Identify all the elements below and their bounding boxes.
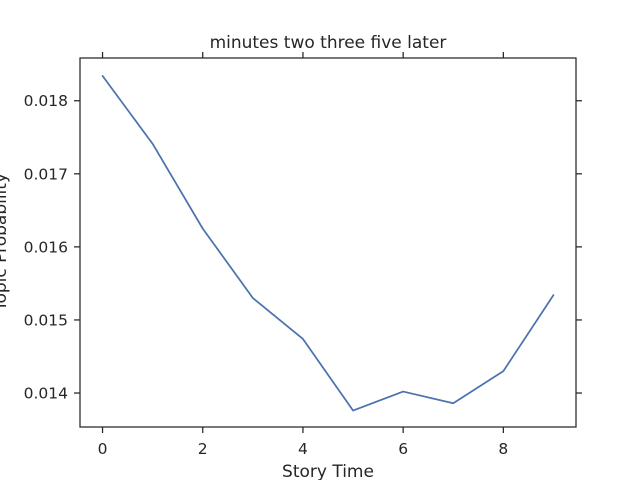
y-tick-label: 0.016 (24, 238, 68, 256)
plot-frame (79, 57, 577, 428)
x-tick-label: 4 (298, 440, 308, 458)
series-line (101, 75, 555, 412)
x-tick-label: 0 (98, 440, 108, 458)
y-tick-label: 0.014 (24, 385, 68, 403)
y-tick-label: 0.018 (24, 92, 68, 110)
x-tick-label: 8 (498, 440, 508, 458)
x-tick-label: 2 (198, 440, 208, 458)
series-layer (101, 75, 555, 412)
y-tick-label: 0.017 (24, 165, 68, 183)
ticks-layer: 0 2 4 6 8 0.014 0.015 0.016 0.017 0.018 (24, 52, 582, 458)
x-axis-label: Story Time (282, 462, 374, 480)
y-axis-label: Topic Probability (0, 173, 11, 312)
y-tick-label: 0.015 (24, 311, 68, 329)
x-tick-label: 6 (398, 440, 408, 458)
chart-title: minutes two three five later (210, 33, 447, 53)
